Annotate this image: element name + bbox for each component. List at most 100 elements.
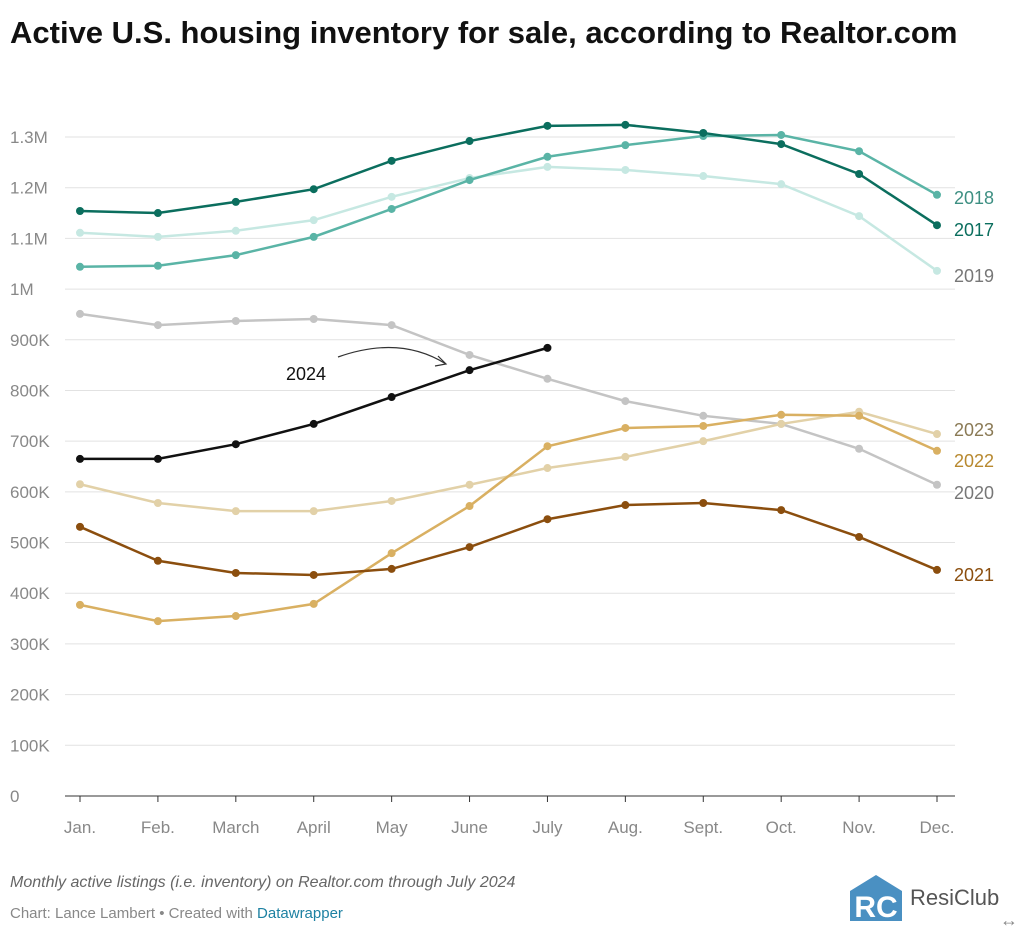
data-point-2023 bbox=[933, 430, 941, 439]
x-tick-label: Oct. bbox=[766, 818, 797, 837]
data-point-2023 bbox=[621, 452, 630, 461]
y-tick-label: 600K bbox=[10, 483, 50, 502]
data-point-2017 bbox=[387, 156, 396, 165]
y-tick-label: 100K bbox=[10, 736, 50, 755]
data-point-2020 bbox=[699, 411, 708, 420]
chart-notes: Monthly active listings (i.e. inventory)… bbox=[10, 874, 516, 891]
data-point-2022 bbox=[231, 612, 240, 621]
annotation-arrow bbox=[337, 346, 447, 365]
series-line-2022 bbox=[79, 413, 938, 623]
data-point-2018 bbox=[153, 261, 162, 270]
data-point-2018 bbox=[621, 141, 630, 150]
data-point-2021 bbox=[699, 498, 708, 507]
data-point-2019 bbox=[933, 266, 941, 275]
data-point-2018 bbox=[309, 232, 318, 241]
data-point-2018 bbox=[777, 130, 786, 139]
data-point-2021 bbox=[621, 501, 630, 510]
data-point-2021 bbox=[153, 556, 162, 565]
data-point-2018 bbox=[76, 262, 84, 271]
data-point-2023 bbox=[699, 437, 708, 446]
y-tick-label: 1M bbox=[10, 280, 34, 299]
data-point-2024 bbox=[543, 343, 552, 352]
byline: Chart: Lance Lambert • Created with Data… bbox=[10, 905, 343, 922]
resize-icon[interactable]: ↔ bbox=[1000, 910, 1018, 930]
y-tick-label: 0 bbox=[10, 787, 19, 806]
line-chart: 0 100K 200K 300K 400K 500K 600K 700K 800K 900K 1M 1… bbox=[10, 120, 994, 837]
data-point-2019 bbox=[777, 180, 786, 189]
data-point-2022 bbox=[933, 446, 941, 455]
data-point-2024 bbox=[231, 440, 240, 449]
series-label-2020: 2020 bbox=[954, 483, 994, 503]
data-point-2021 bbox=[465, 543, 474, 552]
data-point-2023 bbox=[387, 496, 396, 505]
data-point-2017 bbox=[933, 221, 941, 230]
data-point-2019 bbox=[231, 226, 240, 235]
data-point-2019 bbox=[699, 172, 708, 181]
data-point-2018 bbox=[465, 176, 474, 185]
data-point-2023 bbox=[231, 507, 240, 516]
data-point-2019 bbox=[153, 232, 162, 241]
data-point-2018 bbox=[231, 251, 240, 260]
series-line-2017 bbox=[79, 123, 938, 227]
data-point-2018 bbox=[933, 190, 941, 199]
data-point-2021 bbox=[543, 515, 552, 524]
data-point-2020 bbox=[153, 321, 162, 330]
series-label-2023: 2023 bbox=[954, 420, 994, 440]
data-point-2022 bbox=[543, 442, 552, 451]
data-point-2019 bbox=[855, 212, 864, 221]
data-point-2017 bbox=[543, 121, 552, 130]
resiclub-logo: RC ResiClub bbox=[850, 875, 999, 921]
chart-title: Active U.S. housing inventory for sale, … bbox=[10, 15, 958, 50]
y-tick-label: 500K bbox=[10, 534, 50, 553]
series-line-2020 bbox=[79, 312, 938, 486]
x-tick-label: Nov. bbox=[842, 818, 876, 837]
data-point-2018 bbox=[387, 204, 396, 213]
data-point-2017 bbox=[699, 128, 708, 137]
series-label-2021: 2021 bbox=[954, 565, 994, 585]
x-tick-label: Jan. bbox=[64, 818, 96, 837]
svg-text:RC: RC bbox=[854, 891, 897, 921]
data-point-2017 bbox=[621, 120, 630, 129]
data-point-2024 bbox=[465, 366, 474, 375]
data-point-2019 bbox=[621, 165, 630, 174]
data-point-2022 bbox=[309, 599, 318, 608]
x-tick-label: July bbox=[532, 818, 563, 837]
data-point-2020 bbox=[309, 314, 318, 323]
y-tick-label: 400K bbox=[10, 584, 50, 603]
data-point-2021 bbox=[777, 506, 786, 515]
data-point-2022 bbox=[76, 600, 84, 609]
data-point-2018 bbox=[855, 147, 864, 156]
data-point-2017 bbox=[855, 170, 864, 179]
series-label-2019: 2019 bbox=[954, 266, 994, 286]
data-point-2020 bbox=[543, 374, 552, 383]
data-point-2021 bbox=[933, 565, 941, 574]
x-tick-label: Aug. bbox=[608, 818, 643, 837]
data-point-2021 bbox=[231, 568, 240, 577]
data-point-2020 bbox=[855, 444, 864, 453]
y-tick-label: 900K bbox=[10, 331, 50, 350]
data-point-2023 bbox=[309, 507, 318, 516]
y-tick-label: 1.1M bbox=[10, 229, 48, 248]
x-tick-label: March bbox=[212, 818, 259, 837]
datawrapper-link[interactable]: Datawrapper bbox=[257, 905, 343, 922]
data-point-2017 bbox=[309, 185, 318, 194]
data-point-2020 bbox=[387, 321, 396, 330]
data-point-2020 bbox=[231, 317, 240, 326]
data-point-2022 bbox=[387, 549, 396, 558]
data-point-2020 bbox=[465, 350, 474, 359]
data-point-2023 bbox=[543, 464, 552, 473]
logo-text: ResiClub bbox=[910, 885, 1000, 910]
data-point-2022 bbox=[621, 423, 630, 432]
data-point-2024 bbox=[309, 419, 318, 428]
annotation-2024: 2024 bbox=[286, 364, 326, 384]
series-label-2018: 2018 bbox=[954, 188, 994, 208]
data-point-2020 bbox=[933, 480, 941, 489]
byline-text: Chart: Lance Lambert • Created with bbox=[10, 905, 258, 922]
data-point-2022 bbox=[153, 617, 162, 626]
data-point-2017 bbox=[76, 207, 84, 216]
data-point-2021 bbox=[76, 522, 84, 531]
resiclub-logo-mark: RC bbox=[850, 875, 902, 921]
data-point-2020 bbox=[76, 309, 84, 318]
data-point-2022 bbox=[699, 421, 708, 430]
y-tick-label: 1.2M bbox=[10, 179, 48, 198]
